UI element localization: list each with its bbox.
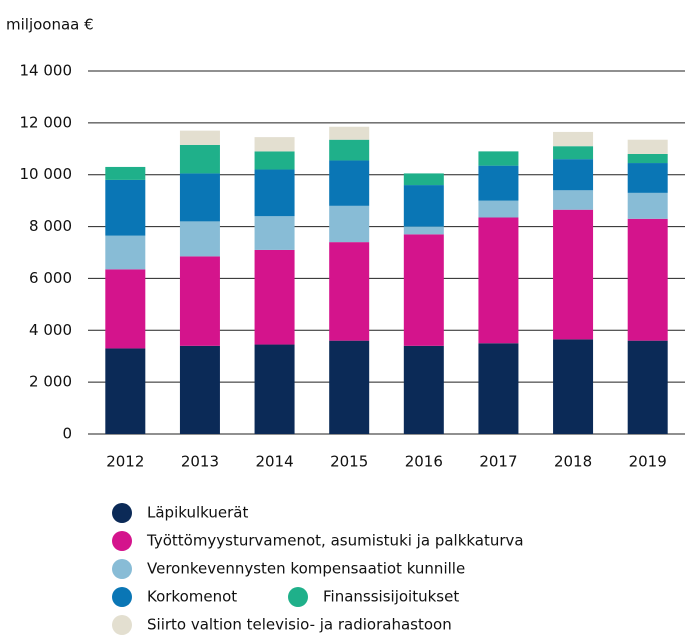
bar-segment — [329, 139, 370, 161]
bar-segment — [329, 242, 370, 341]
bar-segment — [105, 269, 146, 349]
bar-segment — [627, 163, 668, 193]
bar-segment — [179, 130, 220, 145]
y-tick-label: 10 000 — [20, 165, 73, 183]
bar-segment — [105, 166, 146, 180]
bar-segment — [179, 173, 220, 222]
y-tick-label: 2 000 — [29, 373, 72, 391]
legend-label: Siirto valtion televisio- ja radiorahast… — [147, 616, 452, 634]
x-tick-label: 2014 — [255, 453, 293, 471]
bar-segment — [254, 216, 295, 250]
bar-segment — [553, 339, 594, 434]
bar-segment — [627, 153, 668, 164]
bar-segment — [105, 235, 146, 270]
bar-segment — [105, 179, 146, 236]
bar-segment — [478, 217, 519, 344]
legend-swatch — [112, 503, 132, 523]
bar-segment — [254, 137, 295, 152]
y-tick-label: 8 000 — [29, 217, 72, 235]
bar-segment — [179, 144, 220, 174]
bar-segment — [627, 218, 668, 341]
bar-segment — [179, 221, 220, 257]
bar-segment — [403, 345, 444, 434]
x-tick-label: 2017 — [479, 453, 517, 471]
bar-segment — [478, 343, 519, 434]
bar-segment — [254, 151, 295, 170]
bar-segment — [179, 256, 220, 346]
bar-segment — [329, 340, 370, 434]
x-tick-label: 2015 — [330, 453, 368, 471]
bar-segment — [553, 146, 594, 160]
bar-segment — [403, 226, 444, 235]
axis-unit: miljoonaa € — [6, 16, 94, 34]
bar-segment — [627, 340, 668, 434]
bar-segment — [403, 173, 444, 186]
bar-segment — [179, 345, 220, 434]
bar-segment — [553, 159, 594, 191]
bar-segment — [254, 344, 295, 434]
legend-label: Veronkevennysten kompensaatiot kunnille — [147, 560, 465, 578]
bar-segment — [403, 234, 444, 346]
bar-segment — [254, 169, 295, 217]
bar-segment — [478, 151, 519, 166]
legend-label: Finanssisijoitukset — [323, 588, 459, 606]
x-tick-label: 2019 — [629, 453, 667, 471]
bar-segment — [553, 131, 594, 147]
y-tick-label: 0 — [62, 425, 72, 443]
bar-segment — [478, 200, 519, 218]
y-tick-label: 6 000 — [29, 269, 72, 287]
legend-swatch — [112, 587, 132, 607]
bar-segment — [553, 209, 594, 340]
bar-segment — [254, 249, 295, 345]
bar-segment — [627, 139, 668, 154]
bar-segment — [627, 192, 668, 219]
bar-segment — [329, 126, 370, 140]
x-tick-label: 2012 — [106, 453, 144, 471]
bar-segment — [403, 185, 444, 227]
bar-segment — [105, 348, 146, 434]
legend-swatch — [112, 531, 132, 551]
bar-segment — [478, 165, 519, 201]
x-tick-label: 2013 — [181, 453, 219, 471]
legend-swatch — [112, 559, 132, 579]
bar-segment — [329, 205, 370, 243]
y-tick-label: 14 000 — [20, 62, 73, 80]
legend-label: Korkomenot — [147, 588, 237, 606]
x-tick-label: 2018 — [554, 453, 592, 471]
y-tick-label: 12 000 — [20, 113, 73, 131]
bar-segment — [553, 190, 594, 210]
legend-swatch — [288, 587, 308, 607]
y-tick-label: 4 000 — [29, 321, 72, 339]
legend-label: Läpikulkuerät — [147, 504, 248, 522]
legend-label: Työttömyysturvamenot, asumistuki ja palk… — [146, 532, 524, 550]
legend-swatch — [112, 615, 132, 635]
bar-segment — [329, 160, 370, 206]
x-tick-label: 2016 — [405, 453, 443, 471]
